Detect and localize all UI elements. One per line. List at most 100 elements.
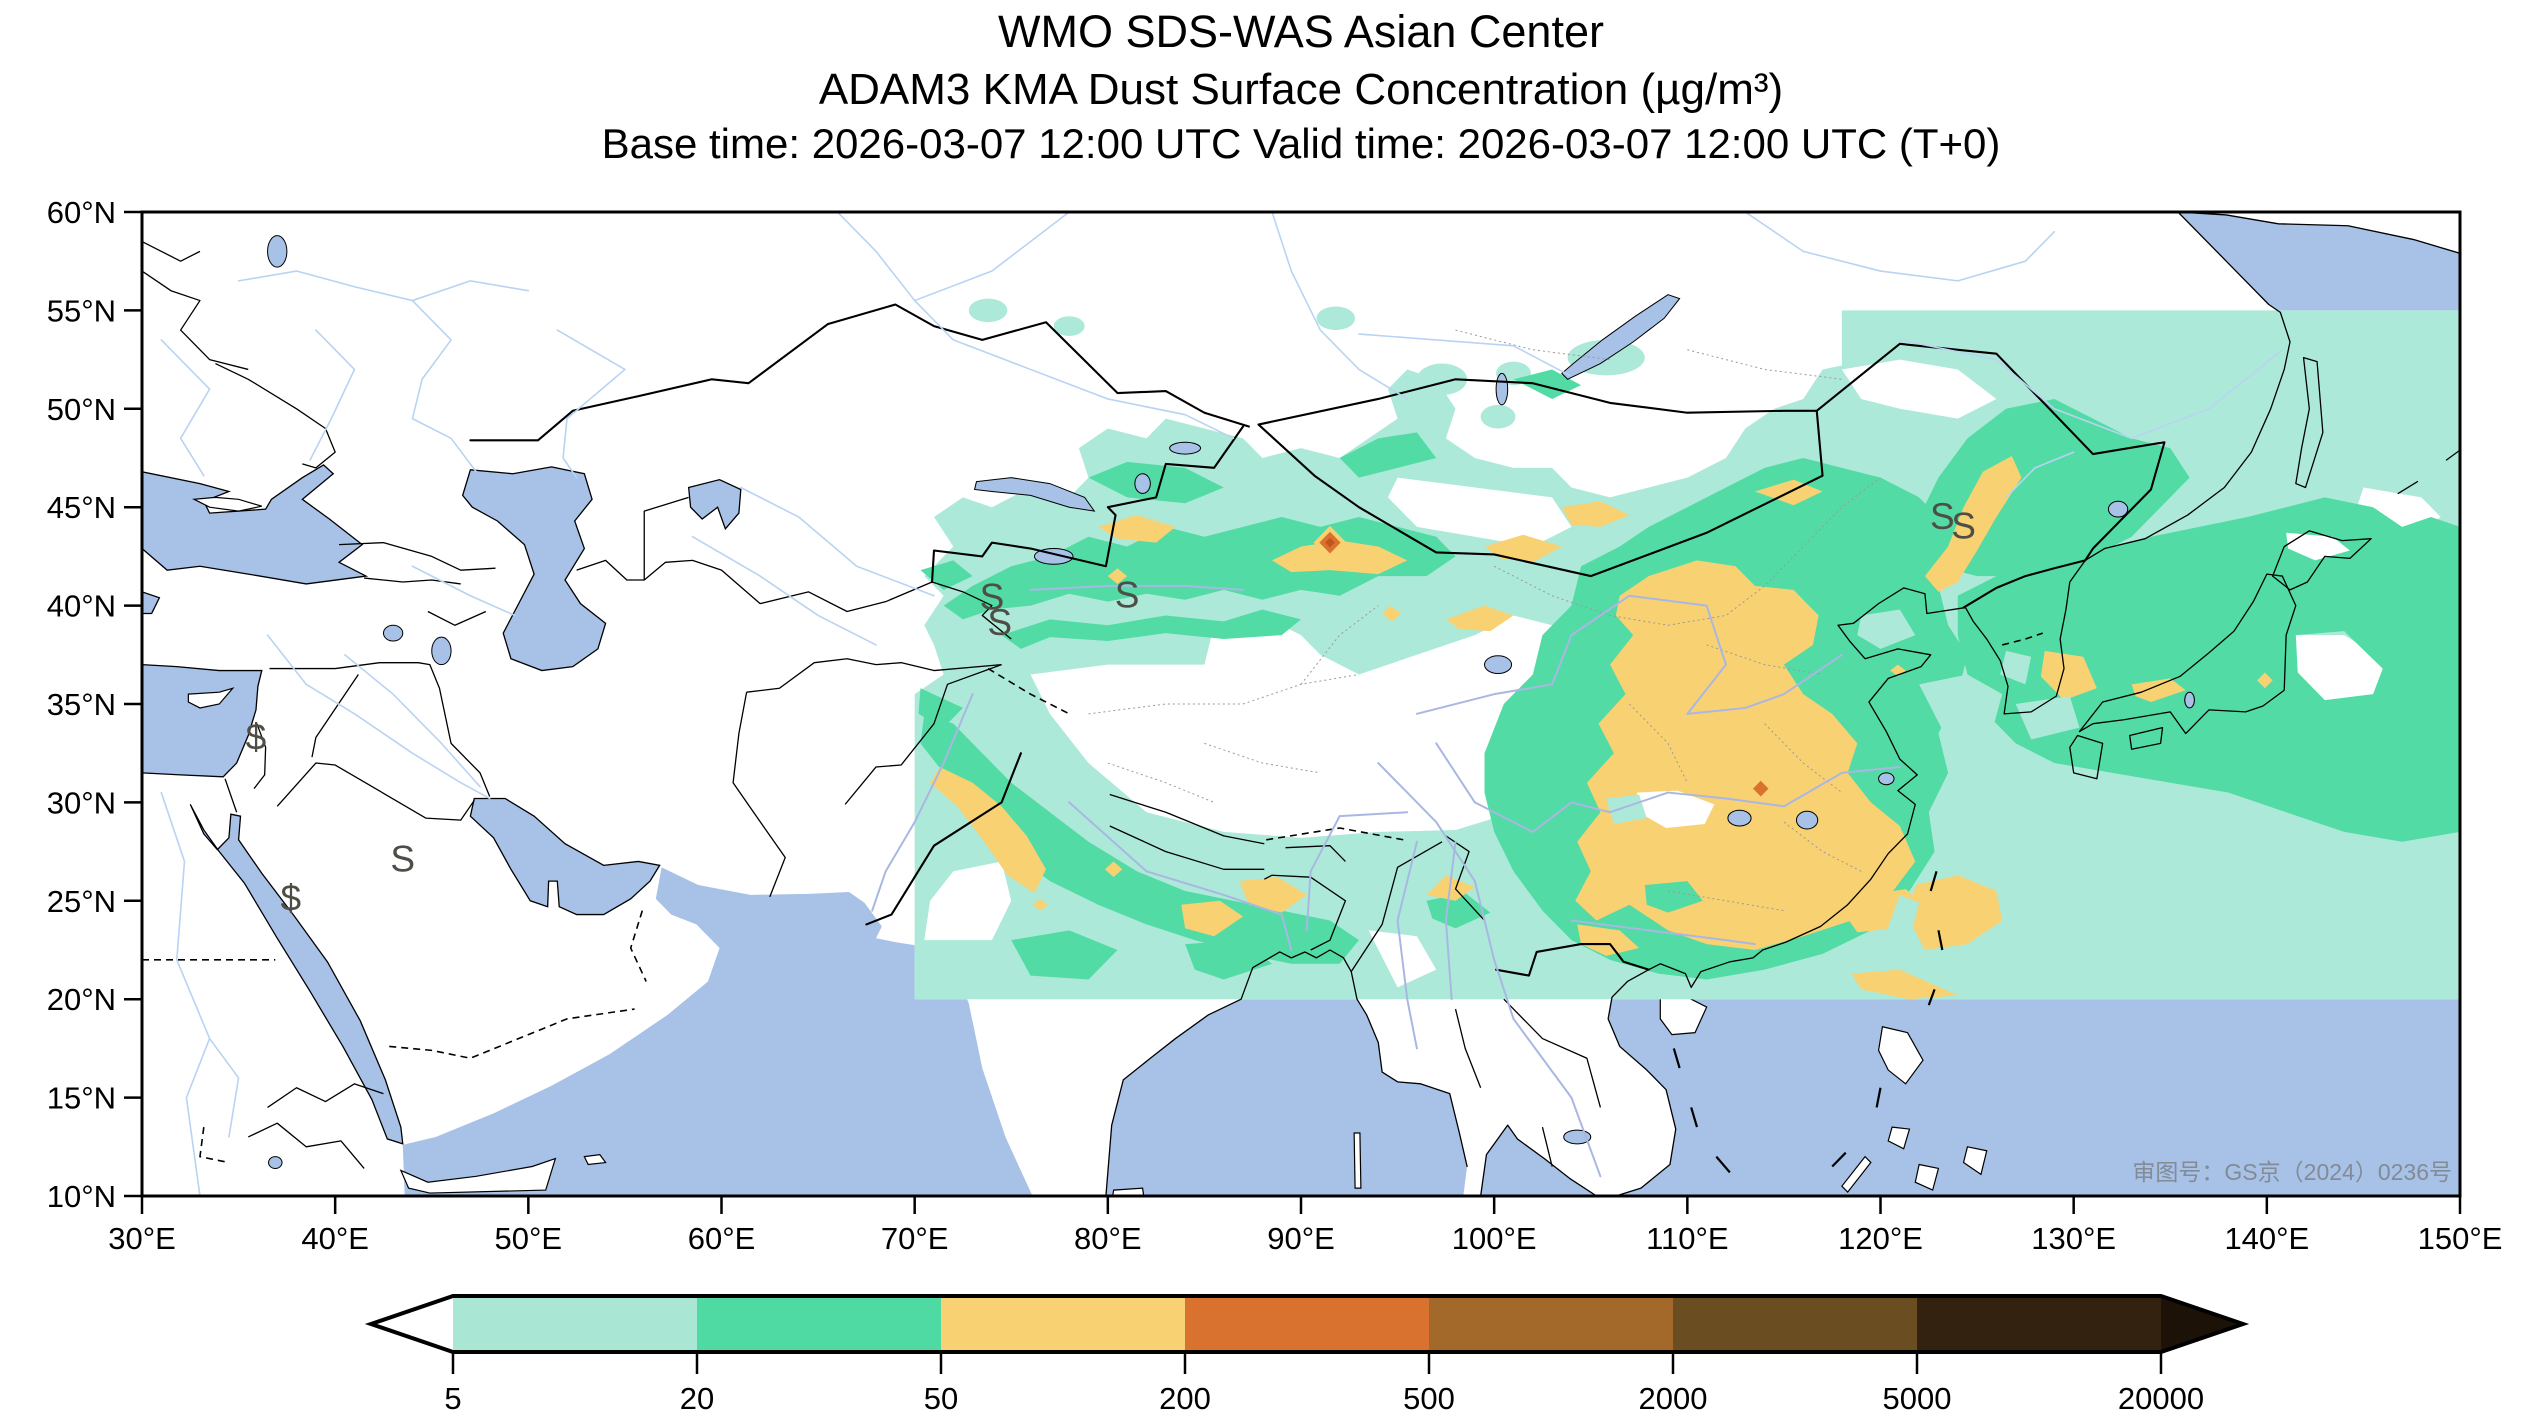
map-geometry <box>1857 609 1916 649</box>
map-geometry <box>968 298 1008 323</box>
caspian-sea <box>463 467 606 671</box>
map-geometry <box>1957 497 2461 842</box>
x-axis: 30°E 40°E 50°E 60°E 70°E 80°E 90°E 100°E 110°E 12… <box>108 1196 2502 1256</box>
lake-khanka <box>2108 501 2127 517</box>
colorbar-segment <box>1185 1296 1429 1352</box>
lake-van <box>383 625 402 641</box>
map-approval-attribution: 审图号：GS京（2024）0236号 <box>2132 1159 2452 1185</box>
bay-of-bengal <box>1105 999 1468 1196</box>
x-tick-label: 140°E <box>2224 1221 2309 1256</box>
persian-gulf <box>470 798 659 914</box>
lake-qinghai <box>1485 656 1512 674</box>
india-pakistan-border <box>866 753 1021 924</box>
india-myanmar-border <box>1351 842 1442 972</box>
map-geometry <box>644 497 688 580</box>
lake-poyang <box>1796 811 1817 829</box>
map-geometry <box>1456 330 1842 379</box>
mongolia-border <box>1259 379 1823 576</box>
map-geometry <box>837 212 1233 438</box>
subtitle-times: Base time: 2026-03-07 12:00 UTC Valid ti… <box>602 120 2001 167</box>
x-tick-label: 90°E <box>1267 1221 1335 1256</box>
colorbar-tick-label: 500 <box>1403 1381 1455 1416</box>
andaman-islands <box>1354 1133 1361 1188</box>
hokkaido-outline <box>2273 531 2372 590</box>
map-geometry <box>1089 606 1379 714</box>
colorbar-segment <box>1429 1296 1673 1352</box>
map-geometry <box>268 635 490 798</box>
map-geometry <box>1272 540 1408 575</box>
thai-gulf-coast <box>1481 1125 1597 1196</box>
colorbar-tick-label: 5 <box>444 1381 461 1416</box>
colorbar-segment <box>1673 1296 1917 1352</box>
map-geometry <box>1417 596 1842 714</box>
x-tick-label: 110°E <box>1646 1221 1729 1256</box>
map-geometry <box>1484 534 1562 563</box>
x-tick-label: 120°E <box>1838 1221 1923 1256</box>
map-geometry <box>1307 812 1407 930</box>
taiwan-island <box>1886 894 1920 958</box>
coastline-layer <box>1106 212 2460 1196</box>
colorbar-legend: 5 20 50 200 500 2000 5000 20000 <box>364 1294 2250 1416</box>
map-geometry <box>1629 645 1861 911</box>
map-geometry <box>1011 930 1118 980</box>
map-geometry <box>310 330 354 460</box>
aegean-edge <box>142 592 159 614</box>
map-geometry <box>1053 316 1085 336</box>
map-geometry <box>1001 609 1302 649</box>
map-geometry <box>1445 605 1514 632</box>
honshu-outline <box>2079 574 2295 733</box>
river-layer <box>161 212 2282 1196</box>
dust-storm-symbol: $ <box>280 878 301 919</box>
colorbar-tick-label: 20000 <box>2118 1381 2204 1416</box>
map-geometry <box>200 1127 229 1162</box>
bay-of-bengal-coast <box>1106 950 1467 1196</box>
lake-baikal <box>1562 295 1680 380</box>
map-geometry <box>930 766 1047 893</box>
lake-zaysan <box>1170 442 1201 454</box>
sakhalin-outline <box>2296 358 2323 488</box>
map-geometry <box>932 582 1011 639</box>
dust-overlay-layer <box>914 298 2461 1000</box>
y-tick-label: 40°N <box>47 589 116 624</box>
somalia-horn <box>401 1159 556 1193</box>
colorbar-segment <box>1917 1296 2161 1352</box>
rybinsk-reservoir <box>268 236 287 267</box>
dust-storm-symbol: S <box>987 602 1012 643</box>
lakes-layer <box>268 236 2195 1169</box>
china-india-east-line <box>1266 828 1403 840</box>
y-tick-label: 35°N <box>47 687 116 722</box>
china-korea-border <box>1964 560 2086 607</box>
map-geometry <box>1181 900 1244 937</box>
korea-dmz <box>2002 633 2043 645</box>
x-tick-label: 100°E <box>1452 1221 1537 1256</box>
map-geometry <box>161 793 238 1196</box>
map-geometry <box>1108 743 1320 802</box>
map-geometry <box>1107 568 1128 584</box>
x-tick-label: 70°E <box>881 1221 949 1256</box>
map-geometry <box>577 560 932 611</box>
palawan-island <box>1842 1157 1871 1192</box>
colorbar-tick-label: 200 <box>1159 1381 1211 1416</box>
map-geometry <box>741 488 934 596</box>
map-geometry <box>1339 432 1437 478</box>
colorbar-tick-label: 50 <box>924 1381 958 1416</box>
map-geometry <box>872 694 972 910</box>
indochina-borders <box>1456 999 1601 1166</box>
colorbar-segment <box>941 1296 1185 1352</box>
china-myanmar-border <box>1446 836 1485 921</box>
map-geometry <box>1185 940 1273 980</box>
socotra-island <box>584 1155 605 1165</box>
mediterranean-sea <box>142 665 262 777</box>
afghan-north-border <box>747 659 1002 692</box>
panay-island <box>1915 1165 1938 1191</box>
map-geometry <box>1316 306 1356 331</box>
y-axis: 60°N 55°N 50°N 45°N 40°N 35°N 30°N 25°N 20°N 15°N… <box>47 195 142 1214</box>
x-tick-label: 60°E <box>688 1221 756 1256</box>
map-geometry <box>557 330 625 478</box>
map-geometry <box>1436 743 1900 832</box>
x-tick-label: 130°E <box>2031 1221 2116 1256</box>
map-geometry <box>1378 763 1600 1176</box>
map-geometry <box>1069 802 1291 950</box>
lake-alakol <box>1135 474 1150 494</box>
